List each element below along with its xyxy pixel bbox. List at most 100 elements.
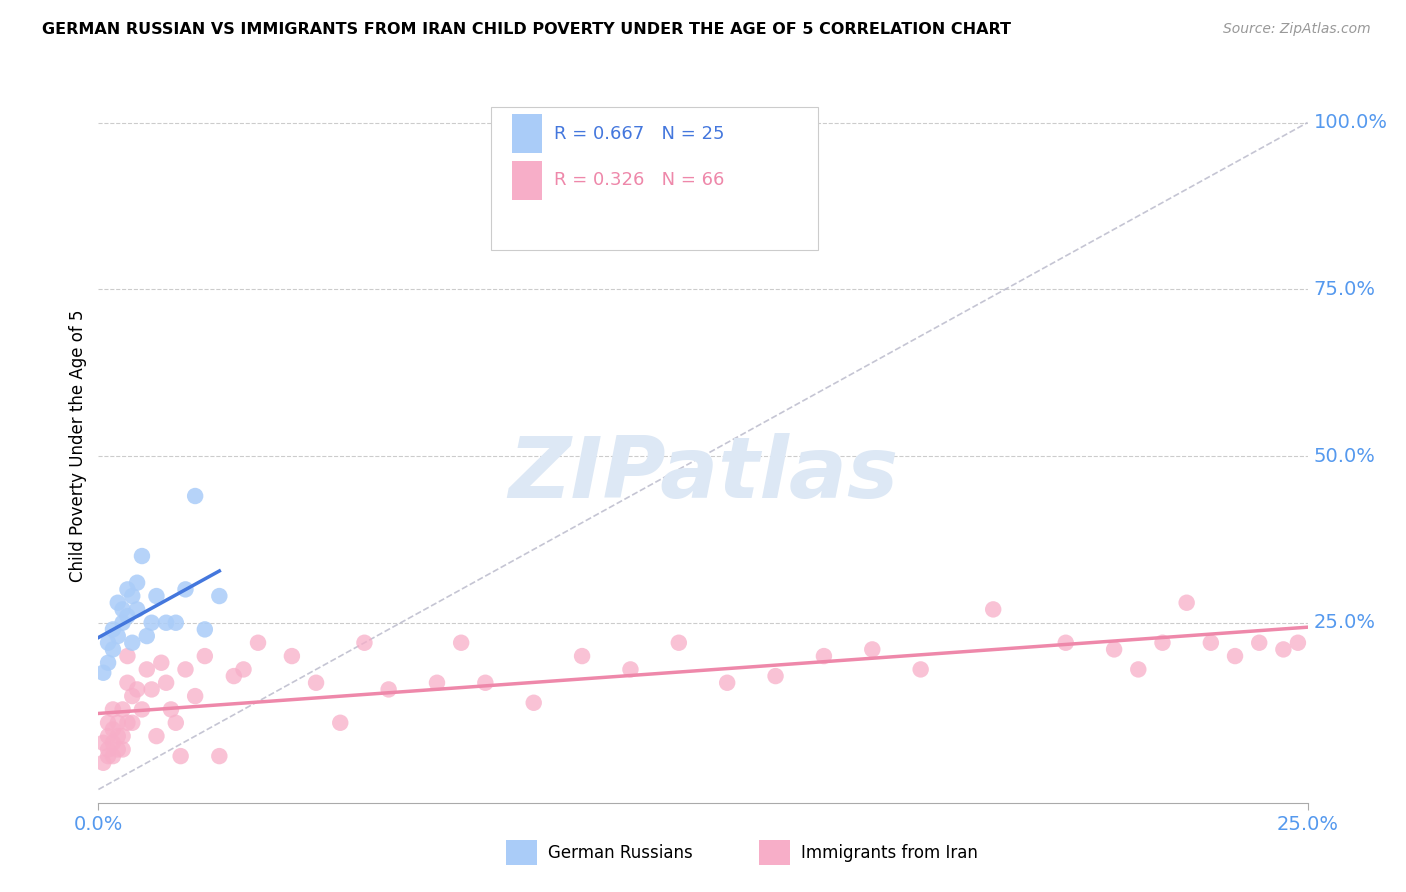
Point [97,636,120,650]
Point [111,742,134,756]
Point [160,702,183,716]
Point [111,615,134,630]
Point [981,602,1004,616]
Point [860,642,883,657]
Point [145,589,167,603]
Point [131,549,153,563]
Point [474,675,496,690]
Point [1272,642,1295,657]
Point [145,729,167,743]
Point [121,589,143,603]
Point [222,669,245,683]
Point [174,662,197,676]
Point [121,715,143,730]
Point [165,715,187,730]
Point [97,749,120,764]
Point [127,682,149,697]
Point [716,675,738,690]
Point [329,715,352,730]
Point [1128,662,1150,676]
Point [127,575,149,590]
Point [765,669,787,683]
Point [155,615,177,630]
Point [813,649,835,664]
Text: R = 0.326   N = 66: R = 0.326 N = 66 [554,171,724,189]
Point [141,682,163,697]
Point [107,715,129,730]
Point [184,489,207,503]
Text: 100.0%: 100.0% [1313,113,1388,132]
Point [111,602,134,616]
Point [353,636,375,650]
Point [1152,636,1174,650]
Point [107,596,129,610]
Text: 75.0%: 75.0% [1313,280,1375,299]
Point [232,662,254,676]
Y-axis label: Child Poverty Under the Age of 5: Child Poverty Under the Age of 5 [69,310,87,582]
Point [117,715,139,730]
Point [97,742,120,756]
Point [1175,596,1198,610]
Point [117,582,139,597]
FancyBboxPatch shape [512,114,543,153]
Point [107,629,129,643]
Point [97,656,120,670]
Point [111,702,134,716]
Point [101,642,124,657]
FancyBboxPatch shape [512,161,543,200]
Point [174,582,197,597]
Text: 50.0%: 50.0% [1313,447,1375,466]
Point [1286,636,1309,650]
Point [131,702,153,716]
Point [107,729,129,743]
Point [97,715,120,730]
Point [1054,636,1077,650]
Point [91,736,114,750]
Point [281,649,304,664]
Point [107,742,129,756]
Text: ZIPatlas: ZIPatlas [508,433,898,516]
Point [208,589,231,603]
Point [127,602,149,616]
Text: 25.0%: 25.0% [1313,613,1375,632]
Point [121,689,143,703]
Point [910,662,932,676]
Point [165,615,187,630]
Point [155,675,177,690]
Point [184,689,207,703]
Point [450,636,472,650]
Text: German Russians: German Russians [548,844,693,862]
Point [668,636,690,650]
Point [571,649,593,664]
FancyBboxPatch shape [492,107,818,250]
Point [377,682,399,697]
Point [111,729,134,743]
Point [619,662,641,676]
Point [117,609,139,624]
Point [91,665,114,680]
Point [91,756,114,770]
Point [426,675,449,690]
Point [1249,636,1271,650]
Point [97,729,120,743]
Point [101,736,124,750]
Point [247,636,270,650]
Point [150,656,173,670]
Point [141,615,163,630]
Point [194,649,217,664]
Point [305,675,328,690]
Point [135,662,157,676]
Point [1199,636,1222,650]
Point [101,702,124,716]
Point [208,749,231,764]
Point [1102,642,1125,657]
Point [135,629,157,643]
Point [169,749,191,764]
Point [1223,649,1246,664]
Point [121,636,143,650]
Point [117,649,139,664]
Text: Immigrants from Iran: Immigrants from Iran [801,844,979,862]
Point [101,723,124,737]
Point [523,696,546,710]
Text: GERMAN RUSSIAN VS IMMIGRANTS FROM IRAN CHILD POVERTY UNDER THE AGE OF 5 CORRELAT: GERMAN RUSSIAN VS IMMIGRANTS FROM IRAN C… [42,22,1011,37]
